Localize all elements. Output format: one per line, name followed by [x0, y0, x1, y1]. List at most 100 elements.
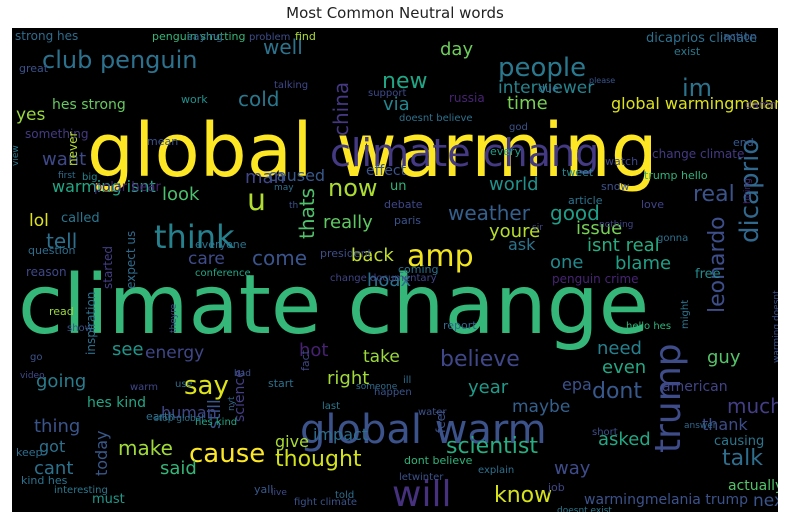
word-cold: cold [238, 87, 279, 111]
word-world: world [489, 174, 539, 195]
word-amp: amp [407, 239, 474, 274]
word-nyt: nyt [227, 396, 237, 411]
word-kind-hes: kind hes [21, 474, 68, 487]
word-im: im [682, 74, 712, 102]
word-strong-hes: strong hes [15, 29, 78, 43]
word-trump-hello: trump hello [644, 169, 708, 182]
word-warm: warm [130, 382, 158, 393]
word-energy: energy [145, 343, 204, 363]
word-sir: sir [532, 223, 543, 233]
word-problem: problem [249, 32, 290, 43]
word-penguin-shutting: penguin shutting [152, 30, 246, 43]
word-one: one [550, 252, 584, 273]
word-climate-change: climate change [18, 258, 649, 353]
word-year: year [468, 377, 509, 398]
word-interesting: interesting [54, 485, 108, 496]
word-scientist: scientist [446, 434, 538, 459]
word-caused: caused [268, 166, 325, 185]
word-reason: reason [26, 265, 67, 279]
word-go: go [30, 352, 42, 363]
word-talk: talk [722, 446, 763, 471]
word-please: please [589, 76, 615, 85]
word-weather: weather [448, 201, 531, 225]
word-may: may [274, 183, 294, 193]
word-need: need [597, 338, 642, 359]
word-someone: someone [356, 382, 398, 392]
word-next: next [753, 491, 778, 511]
word-told: told [335, 490, 354, 501]
word-feel: feel [434, 411, 448, 433]
word-live: live [271, 488, 287, 498]
word-use: use [175, 379, 193, 390]
word-question: question [28, 244, 76, 257]
word-great: great [19, 62, 49, 75]
word-hes-kind: hes kind [87, 395, 146, 411]
word-way: way [554, 458, 591, 479]
word-debate: debate [384, 198, 423, 211]
word-keep: keep [16, 446, 43, 459]
word-really: really [323, 212, 373, 233]
word-report: report [443, 319, 477, 332]
word-asked: asked [598, 429, 651, 450]
word-view: view [12, 145, 21, 166]
chart-title: Most Common Neutral words [286, 4, 504, 22]
word-must: must [92, 492, 125, 507]
word-maybe: maybe [512, 397, 570, 417]
word-stop-global: stop global [154, 414, 204, 424]
word-climate-chang: climate chang [330, 131, 599, 175]
word-actually: actually [728, 478, 778, 494]
word-letwinter: letwinter [399, 472, 444, 483]
word-still: still [205, 399, 225, 429]
word-causing: causing [714, 434, 764, 449]
word-show: show [67, 323, 93, 334]
word-will: will [392, 474, 451, 512]
word-russia: russia [449, 91, 485, 105]
word-new: new [382, 69, 427, 94]
word-want: want [42, 149, 86, 170]
word-theyre: theyre [169, 303, 179, 333]
word-issue: issue [576, 218, 622, 239]
word-big: big [82, 172, 97, 183]
word-saying: saying [187, 30, 223, 43]
word-gonna: gonna [657, 233, 688, 244]
word-doesnt-believe: doesnt believe [399, 113, 473, 124]
word-day: day [440, 39, 473, 60]
word-last: last [322, 401, 340, 412]
word-thats: thats [295, 188, 319, 239]
word-free: free [695, 267, 721, 282]
word-action: action [723, 30, 757, 43]
word-believe: believe [440, 347, 520, 372]
word-ask: ask [508, 235, 536, 254]
word-video: video [20, 371, 45, 381]
word-science: science [232, 369, 248, 422]
word-might: might [680, 300, 691, 329]
word-global-warm: global warm [300, 407, 547, 453]
word-coming: coming [398, 263, 439, 276]
word-ill: ill [403, 375, 411, 386]
word-called: called [61, 211, 100, 226]
word-everyone: everyone [195, 238, 247, 251]
word-thing: thing [34, 416, 80, 437]
word-something: something [25, 127, 89, 141]
word-good: good [550, 201, 600, 225]
word-say: say [184, 371, 229, 401]
word-hot: hot [299, 340, 328, 361]
word-nothing: nothing [599, 220, 633, 230]
word-conference: conference [195, 268, 251, 279]
word-thought: thought [275, 447, 362, 472]
word-water: water [418, 407, 447, 418]
word-guy: guy [707, 347, 741, 368]
word-today: today [92, 431, 111, 477]
word-th: th [289, 201, 298, 211]
word-change-documentary: change documentary [330, 273, 437, 284]
word-time: time [507, 93, 548, 114]
word-got: got [39, 437, 65, 456]
word-yes: yes [16, 105, 46, 125]
word-take: take [363, 347, 400, 367]
word-warming-doesnt: warming doesnt [772, 290, 778, 363]
word-back: back [351, 245, 394, 266]
word-fact: fact [299, 349, 312, 371]
word-article: article [568, 194, 603, 207]
word-real: real [693, 182, 735, 207]
word-come: come [252, 246, 307, 270]
